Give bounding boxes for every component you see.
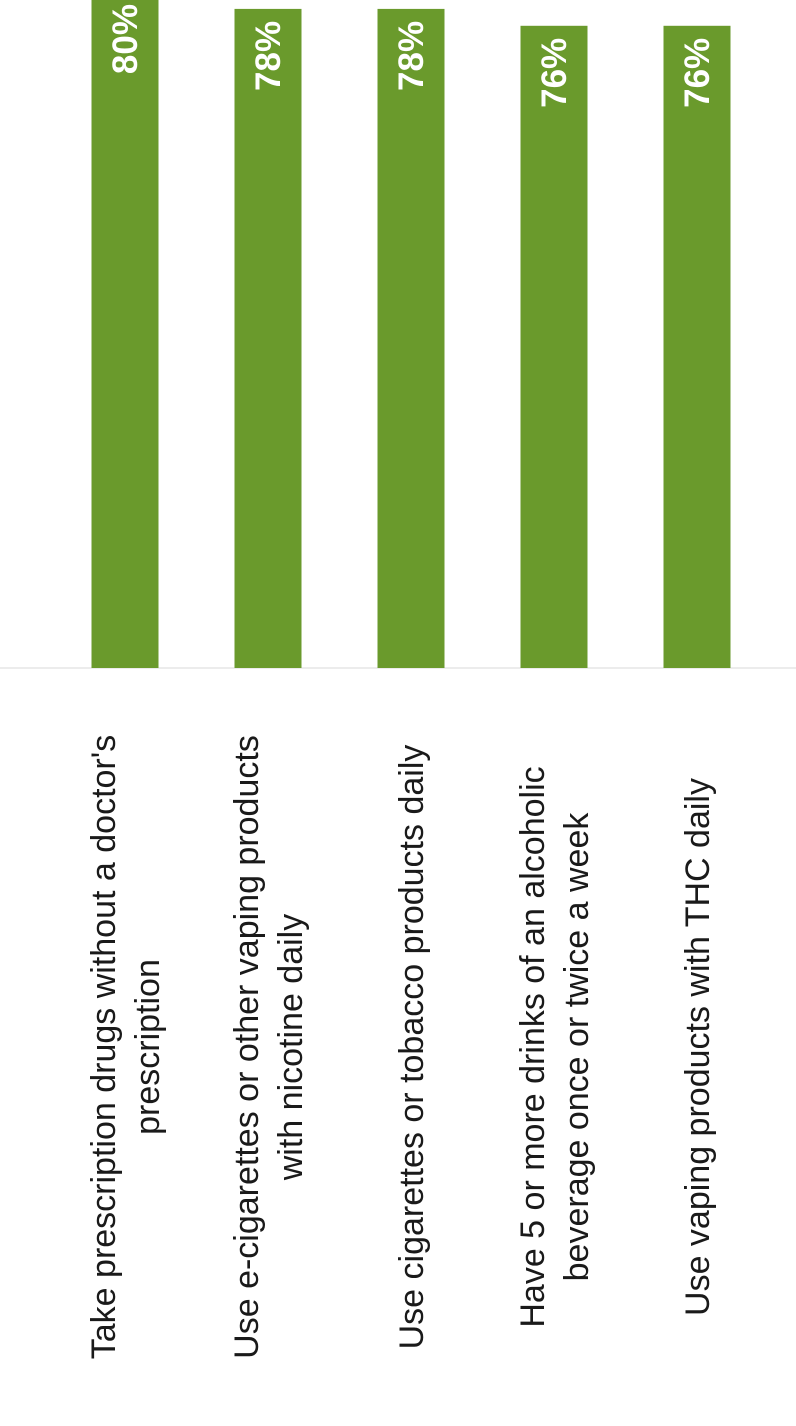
bar-1 <box>234 8 302 668</box>
category-label-line: prescription <box>129 959 167 1135</box>
bar-2 <box>377 8 445 668</box>
category-label-line: Use cigarettes or tobacco products daily <box>393 745 431 1350</box>
bar-4 <box>663 25 731 668</box>
bar-3 <box>520 25 588 668</box>
category-label-line: beverage once or twice a week <box>558 812 596 1282</box>
bar-value-label-0: 80% <box>106 4 145 74</box>
bar-value-label-2: 78% <box>392 21 431 91</box>
category-label-line: Use e-cigarettes or other vaping product… <box>228 735 266 1359</box>
category-label-line: Use vaping products with THC daily <box>679 778 717 1316</box>
category-label-1: Use e-cigarettes or other vaping product… <box>228 735 310 1359</box>
category-label-line: Have 5 or more drinks of an alcoholic <box>514 766 552 1327</box>
category-label-0: Take prescription drugs without a doctor… <box>85 735 167 1359</box>
rotated-chart-group: 80% Take prescription drugs without a doc… <box>0 0 796 1359</box>
bar-value-label-4: 76% <box>678 38 717 108</box>
category-label-line: with nicotine daily <box>272 914 310 1181</box>
category-label-line: Take prescription drugs without a doctor… <box>85 735 123 1359</box>
bar-value-label-1: 78% <box>249 21 288 91</box>
category-label-3: Have 5 or more drinks of an alcoholic bev… <box>514 766 596 1327</box>
category-label-2: Use cigarettes or tobacco products daily <box>393 745 431 1350</box>
bar-value-label-3: 76% <box>535 38 574 108</box>
bar-0 <box>91 0 159 668</box>
category-label-4: Use vaping products with THC daily <box>679 778 717 1316</box>
